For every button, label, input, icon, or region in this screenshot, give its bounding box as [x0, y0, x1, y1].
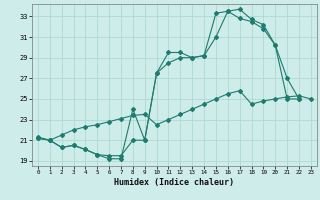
X-axis label: Humidex (Indice chaleur): Humidex (Indice chaleur) [115, 178, 234, 187]
